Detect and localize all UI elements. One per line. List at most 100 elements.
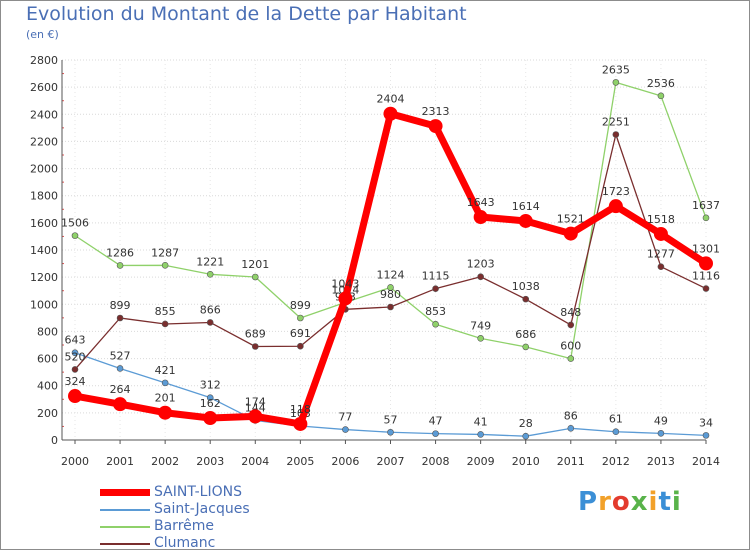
data-label: 2635 bbox=[602, 63, 630, 76]
x-tick-label: 2012 bbox=[602, 455, 630, 468]
legend-label: Saint-Jacques bbox=[154, 501, 250, 517]
data-label: 86 bbox=[564, 409, 578, 422]
data-point bbox=[653, 226, 668, 241]
data-point bbox=[71, 349, 79, 357]
logo-letter: t bbox=[658, 487, 672, 517]
y-tick-label: 800 bbox=[37, 325, 58, 338]
y-tick-label: 200 bbox=[37, 407, 58, 420]
data-point bbox=[293, 416, 308, 431]
data-label: 848 bbox=[560, 306, 581, 319]
y-tick-label: 2000 bbox=[30, 163, 58, 176]
data-label: 1201 bbox=[241, 258, 269, 271]
x-tick-label: 2004 bbox=[241, 455, 269, 468]
x-tick-label: 2005 bbox=[286, 455, 314, 468]
y-tick-label: 2200 bbox=[30, 135, 58, 148]
data-label: 1287 bbox=[151, 246, 179, 259]
data-point bbox=[432, 430, 439, 437]
data-label: 2251 bbox=[602, 116, 630, 129]
data-point bbox=[71, 232, 79, 239]
logo-letter: o bbox=[611, 487, 631, 517]
data-label: 520 bbox=[65, 350, 86, 363]
data-point bbox=[477, 431, 484, 438]
legend-swatch-saint-jacques bbox=[100, 509, 150, 511]
data-point bbox=[567, 355, 575, 362]
x-tick-label: 2002 bbox=[151, 455, 179, 468]
data-label: 1518 bbox=[647, 213, 675, 226]
data-label: 899 bbox=[110, 299, 131, 312]
data-point bbox=[206, 394, 214, 401]
x-tick-label: 2001 bbox=[106, 455, 134, 468]
data-label: 28 bbox=[519, 417, 533, 430]
x-tick-label: 2009 bbox=[467, 455, 495, 468]
data-label: 1301 bbox=[692, 242, 720, 255]
chart-subtitle: (en €) bbox=[26, 28, 59, 41]
x-tick-label: 2008 bbox=[422, 455, 450, 468]
data-label: 312 bbox=[200, 379, 221, 392]
data-point bbox=[608, 199, 623, 214]
data-point bbox=[161, 262, 169, 269]
data-point bbox=[71, 366, 79, 373]
data-point bbox=[68, 389, 82, 404]
data-point bbox=[522, 295, 530, 303]
data-label: 1286 bbox=[106, 246, 134, 259]
y-tick-label: 400 bbox=[37, 380, 58, 393]
data-label: 1521 bbox=[557, 213, 585, 226]
data-point bbox=[428, 119, 443, 134]
data-point bbox=[567, 321, 575, 329]
data-label: 2313 bbox=[422, 105, 450, 118]
data-point bbox=[297, 314, 304, 322]
data-point bbox=[522, 343, 530, 351]
data-label: 749 bbox=[470, 319, 491, 332]
data-label: 1277 bbox=[647, 248, 675, 261]
data-point bbox=[387, 284, 394, 291]
data-label: 162 bbox=[200, 397, 221, 410]
data-label: 689 bbox=[245, 327, 266, 340]
x-tick-label: 2006 bbox=[331, 455, 359, 468]
logo-letter: x bbox=[630, 487, 649, 517]
data-point bbox=[612, 79, 620, 86]
data-point bbox=[432, 320, 439, 328]
data-point bbox=[612, 131, 620, 138]
data-label: 47 bbox=[429, 415, 443, 428]
logo-letter: P bbox=[578, 487, 599, 517]
data-point bbox=[206, 270, 214, 278]
data-point bbox=[251, 273, 259, 281]
data-label: 691 bbox=[290, 327, 311, 340]
data-label: 1221 bbox=[196, 255, 224, 268]
proxiti-logo: Proxiti bbox=[578, 487, 682, 517]
data-label: 1116 bbox=[692, 270, 720, 283]
data-label: 980 bbox=[380, 288, 401, 301]
data-point bbox=[116, 262, 124, 269]
legend-swatch-clumanc bbox=[100, 543, 150, 545]
data-point bbox=[702, 432, 710, 439]
data-label: 34 bbox=[699, 416, 713, 429]
data-label: 324 bbox=[65, 375, 86, 388]
data-point bbox=[567, 425, 575, 432]
data-label: 686 bbox=[515, 328, 536, 341]
data-point bbox=[338, 291, 353, 306]
legend-label: Barrême bbox=[154, 518, 215, 534]
data-point bbox=[383, 106, 398, 121]
data-label: 1637 bbox=[692, 199, 720, 212]
x-tick-label: 2011 bbox=[557, 455, 585, 468]
data-point bbox=[612, 428, 620, 436]
x-tick-label: 2000 bbox=[61, 455, 89, 468]
logo-letter: i bbox=[648, 487, 659, 517]
data-label: 1115 bbox=[422, 270, 450, 283]
data-point bbox=[432, 285, 439, 292]
data-label: 853 bbox=[425, 305, 446, 318]
legend-swatch-saint-lions bbox=[100, 489, 150, 496]
y-tick-label: 0 bbox=[51, 434, 58, 447]
y-tick-label: 600 bbox=[37, 353, 58, 366]
data-point bbox=[203, 411, 218, 426]
data-point bbox=[113, 397, 128, 412]
y-tick-label: 1000 bbox=[30, 298, 58, 311]
data-label: 866 bbox=[200, 303, 221, 316]
chart-title: Evolution du Montant de la Dette par Hab… bbox=[26, 3, 467, 25]
data-label: 600 bbox=[560, 340, 581, 353]
x-tick-label: 2007 bbox=[377, 455, 405, 468]
data-label: 77 bbox=[338, 411, 352, 424]
data-label: 1124 bbox=[377, 268, 405, 281]
data-label: 264 bbox=[110, 383, 131, 396]
